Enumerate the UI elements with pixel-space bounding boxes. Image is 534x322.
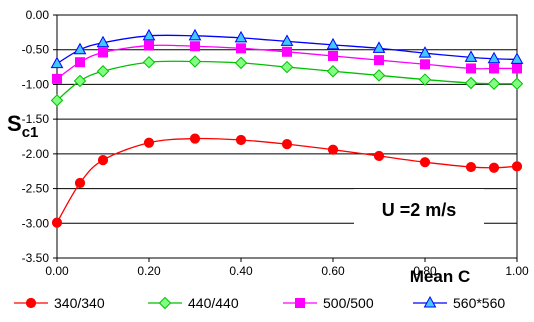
data-point: [418, 73, 432, 86]
x-axis-label: Mean C: [410, 267, 470, 286]
data-point: [510, 77, 524, 90]
data-point: [510, 52, 524, 64]
legend: 340/340 440/440 500/500 560*560: [14, 295, 505, 311]
series-340-340: [51, 133, 523, 228]
data-point: [326, 65, 340, 78]
data-point: [97, 155, 109, 166]
legend-label: 440/440: [188, 295, 239, 311]
data-point: [464, 76, 478, 90]
data-point: [487, 51, 501, 64]
y-tick-label: -3.00: [22, 216, 50, 230]
data-point: [188, 28, 202, 41]
x-tick-label: 0.20: [137, 264, 161, 278]
data-point: [326, 37, 340, 50]
data-point: [51, 217, 63, 228]
data-point: [50, 94, 64, 107]
data-point: [512, 63, 522, 74]
x-tick-label: 0.60: [321, 264, 345, 278]
data-point: [75, 57, 85, 68]
data-point: [282, 46, 292, 57]
data-point: [98, 47, 108, 58]
data-point: [73, 42, 87, 55]
series-440-440: [50, 55, 524, 107]
annotation-background: [354, 189, 484, 227]
legend-item: 560*560: [413, 295, 505, 311]
data-point: [374, 55, 384, 66]
data-point: [418, 46, 432, 58]
data-point: [487, 77, 501, 90]
legend-marker: [423, 295, 437, 308]
legend-marker: [295, 298, 305, 308]
data-point: [465, 161, 477, 173]
series-500-500: [52, 40, 522, 84]
x-tick-label: 1.00: [505, 264, 529, 278]
data-point: [489, 63, 499, 74]
data-point: [420, 59, 430, 70]
data-point: [143, 137, 155, 148]
legend-item: 440/440: [148, 295, 239, 311]
data-point: [234, 30, 248, 43]
legend-marker: [25, 297, 37, 309]
x-tick-label: 0.00: [45, 264, 69, 278]
y-tick-label: -1.50: [22, 112, 50, 126]
data-point: [234, 56, 248, 70]
data-point: [142, 56, 156, 69]
y-axis-label: Sc1: [7, 111, 38, 141]
annotation-box: U =2 m/s: [354, 189, 484, 227]
data-point: [511, 161, 523, 172]
y-axis-ticks: 0.00 -0.50 -1.00 -1.50 -2.00 -2.50 -3.00 -3.50: [22, 8, 57, 265]
y-axis-label-main: S: [7, 111, 22, 136]
data-point: [372, 41, 386, 53]
y-tick-label: -1.00: [22, 77, 50, 91]
y-tick-label: -3.50: [22, 251, 50, 265]
data-point: [327, 144, 339, 155]
data-point: [190, 41, 200, 52]
y-tick-label: -2.50: [22, 182, 50, 196]
annotation-text: U =2 m/s: [382, 200, 457, 220]
x-tick-label: 0.40: [229, 264, 253, 278]
data-point: [52, 73, 62, 84]
x-tick-label: 0.80: [413, 264, 437, 278]
gridlines: [57, 14, 517, 259]
legend-item: 500/500: [283, 295, 374, 311]
y-axis-label-sub: c1: [22, 124, 39, 141]
data-point: [280, 34, 294, 46]
data-point: [372, 69, 386, 82]
data-point: [464, 50, 478, 62]
data-point: [96, 65, 110, 78]
data-point: [280, 60, 294, 74]
data-point: [73, 74, 87, 88]
legend-marker: [158, 296, 172, 310]
data-point: [144, 40, 154, 51]
data-point: [50, 56, 64, 69]
data-point: [142, 28, 156, 41]
data-point: [236, 43, 246, 54]
data-point: [373, 150, 385, 162]
data-point: [189, 133, 201, 144]
data-point: [188, 55, 202, 68]
data-point: [466, 63, 476, 74]
plot-frame: [56, 14, 518, 259]
data-point: [328, 50, 338, 61]
y-tick-label: -0.50: [22, 43, 50, 57]
series-layer: [50, 28, 524, 228]
y-tick-label: -2.00: [22, 147, 50, 161]
data-point: [281, 139, 293, 150]
legend-label: 500/500: [323, 295, 374, 311]
data-point: [235, 134, 247, 146]
data-point: [74, 177, 86, 189]
data-point: [488, 162, 500, 173]
legend-label: 560*560: [453, 295, 505, 311]
data-point: [96, 35, 110, 48]
x-axis-ticks: 0.00 0.20 0.40 0.60 0.80 1.00: [45, 258, 529, 278]
series-560-560: [50, 28, 524, 69]
data-point: [419, 157, 431, 168]
legend-item: 340/340: [14, 295, 105, 311]
y-tick-label: 0.00: [26, 8, 50, 22]
legend-label: 340/340: [54, 295, 105, 311]
